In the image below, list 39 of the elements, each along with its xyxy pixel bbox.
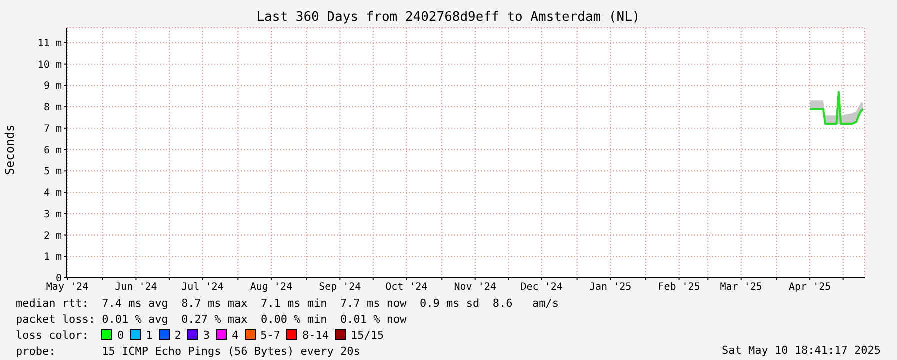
y-tick-label: 6 m bbox=[44, 145, 62, 156]
text: 1 bbox=[145, 329, 153, 342]
y-tick-label: 3 m bbox=[44, 209, 62, 220]
y-tick-label: 8 m bbox=[44, 102, 62, 114]
x-tick-label: Oct '24 bbox=[386, 282, 428, 293]
y-tick-label: 10 m bbox=[38, 60, 62, 71]
text: loss color: bbox=[16, 329, 89, 342]
text: Sat May 10 18:41:17 2025 bbox=[722, 344, 881, 357]
text: 3 bbox=[202, 329, 210, 342]
text: 5-7 bbox=[260, 329, 280, 342]
text: 15/15 bbox=[350, 329, 384, 342]
x-tick-label: Dec '24 bbox=[520, 282, 563, 293]
y-axis-title: Seconds bbox=[3, 124, 17, 176]
text: probe: 15 ICMP Echo Pings (56 Bytes) every 20s bbox=[16, 344, 362, 360]
x-tick-label: Sep '24 bbox=[319, 282, 362, 293]
x-tick-label: Jan '25 bbox=[589, 282, 632, 293]
x-tick-label: May '24 bbox=[46, 282, 89, 293]
y-tick-label: 9 m bbox=[44, 81, 62, 92]
x-tick-label: Aug '24 bbox=[250, 282, 293, 293]
x-tick-label: Mar '25 bbox=[720, 282, 762, 293]
y-tick-label: 5 m bbox=[44, 166, 62, 178]
y-tick-label: 11 m bbox=[38, 38, 62, 50]
y-tick-label: 4 m bbox=[44, 188, 62, 200]
y-tick-label: 7 m bbox=[44, 124, 62, 135]
text: 4 bbox=[230, 329, 239, 342]
text: 8-14 bbox=[301, 329, 329, 342]
y-tick-label: 0 bbox=[56, 274, 62, 285]
text: packet loss: 0.01 % avg 0.27 % max 0.00 % min 0.01 % now bbox=[16, 312, 408, 328]
chart-title: Last 360 Days from 2402768d9eff to Amsterdam (NL) bbox=[256, 10, 642, 25]
text: 2 bbox=[174, 329, 182, 342]
x-tick-label: Apr '25 bbox=[788, 282, 832, 293]
text: 0 bbox=[116, 329, 124, 342]
x-tick-label: Jul '24 bbox=[182, 282, 224, 293]
x-tick-label: Jun '24 bbox=[115, 282, 158, 293]
x-tick-label: Nov '24 bbox=[454, 282, 496, 293]
y-tick-label: 2 m bbox=[44, 230, 62, 242]
text: median rtt: 7.4 ms avg 8.7 ms max 7.1 ms min 7.7 ms now 0.9 ms sd 8.6 am/s bbox=[16, 296, 560, 312]
y-tick-label: 1 m bbox=[44, 252, 62, 264]
x-tick-label: Feb '25 bbox=[658, 282, 700, 293]
